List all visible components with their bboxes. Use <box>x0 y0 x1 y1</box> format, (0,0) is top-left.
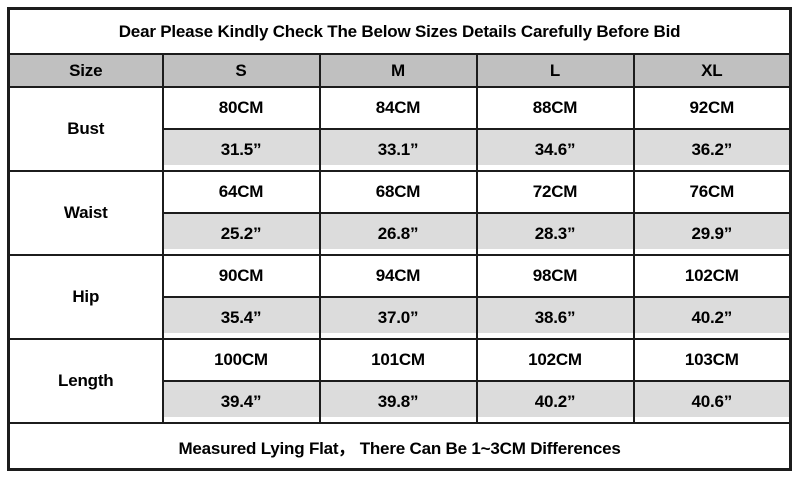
header-l: L <box>475 53 635 88</box>
bust-xl-inch: 36.2” <box>632 128 792 172</box>
table-row-bust-cm: Bust 80CM 84CM 88CM 92CM <box>7 86 792 172</box>
table-row-bust-inch: 31.5” 33.1” 34.6” 36.2” <box>9 128 792 172</box>
hip-s-inch: 35.4” <box>161 296 321 340</box>
header-m: M <box>318 53 478 88</box>
length-m-inch: 39.8” <box>318 380 478 424</box>
chart-title: Dear Please Kindly Check The Below Sizes… <box>7 7 792 55</box>
waist-l-inch: 28.3” <box>475 212 635 256</box>
bust-l-inch: 34.6” <box>475 128 635 172</box>
row-label-waist: Waist <box>7 170 164 256</box>
header-xl: XL <box>632 53 792 88</box>
bust-m-inch: 33.1” <box>318 128 478 172</box>
length-l-cm: 102CM <box>475 338 635 382</box>
waist-m-cm: 68CM <box>318 170 478 214</box>
row-label-hip: Hip <box>7 254 164 340</box>
row-label-bust: Bust <box>7 86 164 172</box>
table-row-hip-cm: Hip 90CM 94CM 98CM 102CM <box>7 254 792 340</box>
bust-s-cm: 80CM <box>161 86 321 130</box>
hip-m-cm: 94CM <box>318 254 478 298</box>
hip-xl-cm: 102CM <box>632 254 792 298</box>
bust-m-cm: 84CM <box>318 86 478 130</box>
footer-row: Measured Lying Flat， There Can Be 1~3CM … <box>7 422 792 471</box>
hip-s-cm: 90CM <box>161 254 321 298</box>
waist-xl-inch: 29.9” <box>632 212 792 256</box>
row-label-length: Length <box>7 338 164 424</box>
waist-l-cm: 72CM <box>475 170 635 214</box>
waist-m-inch: 26.8” <box>318 212 478 256</box>
header-size: Size <box>7 53 164 88</box>
table-row-waist-inch: 25.2” 26.8” 28.3” 29.9” <box>9 212 792 256</box>
waist-s-inch: 25.2” <box>161 212 321 256</box>
length-l-inch: 40.2” <box>475 380 635 424</box>
length-s-inch: 39.4” <box>161 380 321 424</box>
title-row: Dear Please Kindly Check The Below Sizes… <box>7 7 792 55</box>
bust-xl-cm: 92CM <box>632 86 792 130</box>
measurement-note: Measured Lying Flat， There Can Be 1~3CM … <box>7 422 792 471</box>
length-xl-inch: 40.6” <box>632 380 792 424</box>
hip-xl-inch: 40.2” <box>632 296 792 340</box>
bust-s-inch: 31.5” <box>161 128 321 172</box>
table-row-waist-cm: Waist 64CM 68CM 72CM 76CM <box>7 170 792 256</box>
length-xl-cm: 103CM <box>632 338 792 382</box>
hip-l-inch: 38.6” <box>475 296 635 340</box>
table-row-length-inch: 39.4” 39.8” 40.2” 40.6” <box>9 380 792 424</box>
waist-s-cm: 64CM <box>161 170 321 214</box>
waist-xl-cm: 76CM <box>632 170 792 214</box>
table-row-length-cm: Length 100CM 101CM 102CM 103CM <box>7 338 792 424</box>
table-row-hip-inch: 35.4” 37.0” 38.6” 40.2” <box>9 296 792 340</box>
length-s-cm: 100CM <box>161 338 321 382</box>
hip-m-inch: 37.0” <box>318 296 478 340</box>
header-row: Size S M L XL <box>7 53 792 88</box>
header-s: S <box>161 53 321 88</box>
length-m-cm: 101CM <box>318 338 478 382</box>
bust-l-cm: 88CM <box>475 86 635 130</box>
hip-l-cm: 98CM <box>475 254 635 298</box>
size-chart-table: Dear Please Kindly Check The Below Sizes… <box>7 7 793 471</box>
